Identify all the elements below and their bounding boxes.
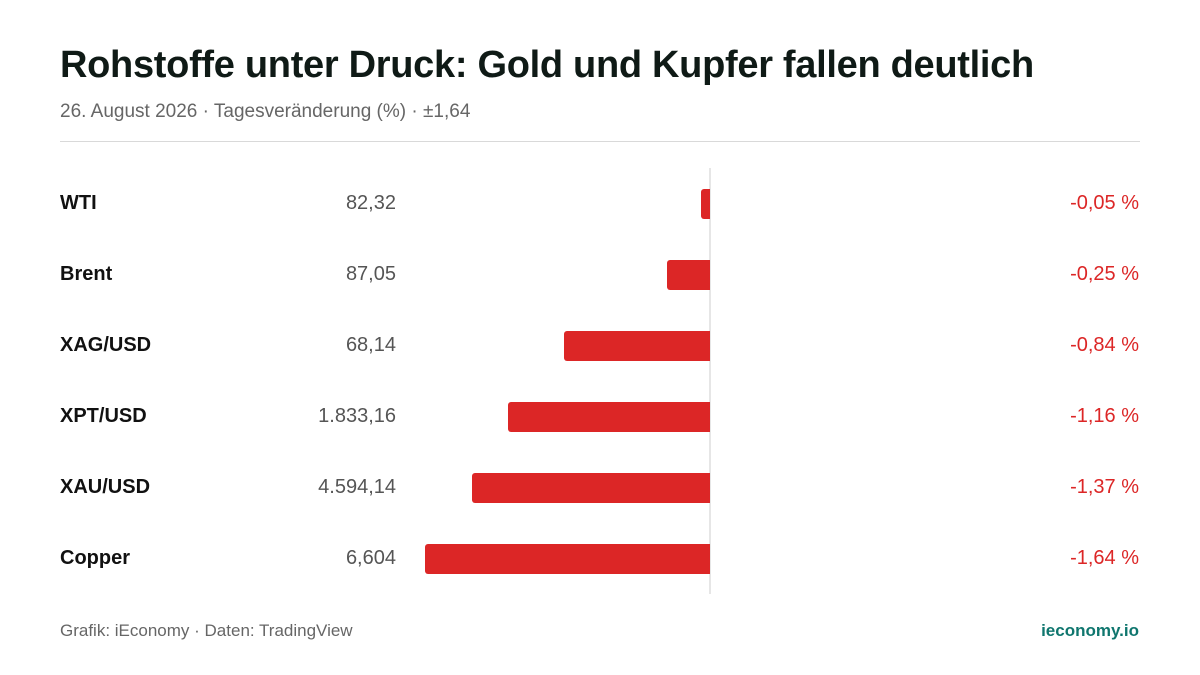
value-label: -0,84 % (1070, 334, 1139, 356)
category-label: XPT/USD (60, 405, 147, 427)
bar (471, 473, 710, 503)
value-label: -0,25 % (1070, 263, 1139, 285)
price-label: 87,05 (345, 263, 396, 285)
price-label: 1.833,16 (318, 405, 396, 427)
category-label: XAG/USD (60, 334, 152, 356)
footer-source: Grafik: iEconomy · Daten: TradingView (60, 621, 353, 640)
category-label: Brent (60, 263, 113, 285)
value-label: -1,16 % (1070, 405, 1139, 427)
category-label: WTI (60, 192, 97, 214)
price-label: 6,604 (345, 547, 396, 569)
footer-brand[interactable]: ieconomy.io (1041, 621, 1139, 640)
bar (666, 260, 710, 290)
price-label: 82,32 (345, 192, 396, 214)
value-label: -0,05 % (1070, 192, 1139, 214)
value-label: -1,37 % (1070, 476, 1139, 498)
bar (564, 331, 710, 361)
chart-subtitle: 26. August 2026 · Tagesveränderung (%) ·… (60, 101, 471, 122)
category-label: XAU/USD (60, 476, 151, 498)
value-label: -1,64 % (1070, 547, 1139, 569)
header-divider (60, 141, 1140, 142)
category-label: Copper (60, 547, 130, 569)
bar (701, 189, 710, 219)
zero-line (709, 168, 711, 594)
bar (508, 402, 710, 432)
bar (425, 544, 710, 574)
chart-title: Rohstoffe unter Druck: Gold und Kupfer f… (60, 44, 1034, 86)
price-label: 68,14 (345, 334, 396, 356)
price-label: 4.594,14 (318, 476, 396, 498)
